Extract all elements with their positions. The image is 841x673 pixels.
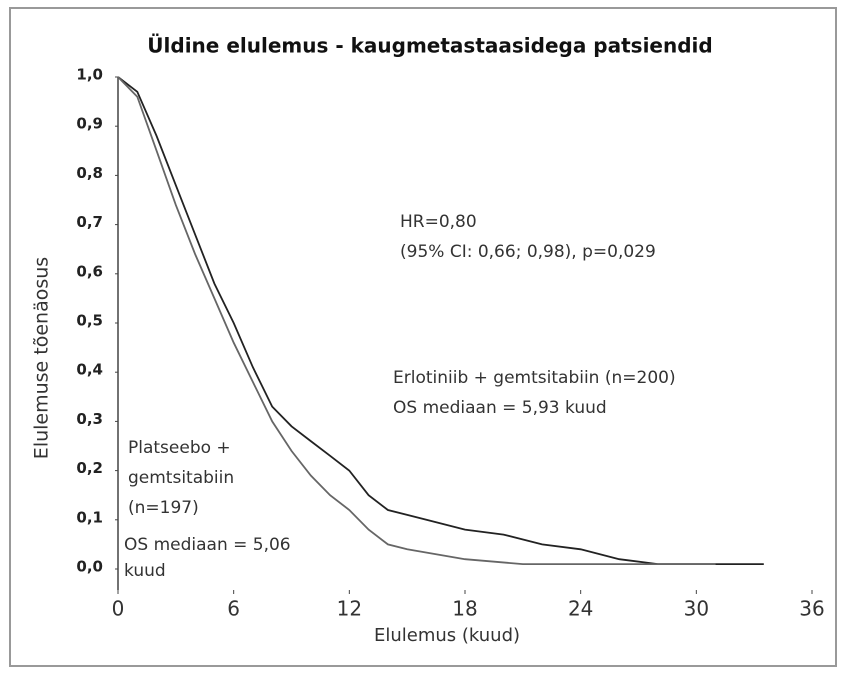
x-tick-label: 18 — [452, 597, 477, 621]
annotation: kuud — [124, 561, 166, 581]
y-tick-label: 0,6 — [76, 262, 103, 280]
annotation: (n=197) — [128, 498, 199, 518]
survival-curve — [117, 76, 764, 565]
y-tick-label: 0,9 — [76, 115, 103, 133]
x-tick-label: 6 — [227, 597, 240, 621]
annotation: (95% CI: 0,66; 0,98), p=0,029 — [400, 242, 656, 262]
annotation: Erlotiniib + gemtsitabiin (n=200) — [393, 368, 676, 388]
annotation: OS mediaan = 5,06 — [124, 535, 291, 555]
x-tick-label: 36 — [799, 597, 824, 621]
y-tick-label: 0,4 — [76, 361, 103, 379]
annotation: gemtsitabiin — [128, 468, 234, 488]
y-tick-label: 0,1 — [76, 508, 103, 526]
y-axis-label: Elulemuse tõenäosus — [31, 257, 53, 459]
x-tick-label: 0 — [112, 597, 125, 621]
annotation: Platseebo + — [128, 438, 231, 458]
y-tick-label: 0,3 — [76, 410, 103, 428]
y-tick-label: 0,2 — [76, 459, 103, 477]
y-tick-label: 0,7 — [76, 213, 103, 231]
y-tick-label: 0,8 — [76, 164, 103, 182]
x-axis-label: Elulemus (kuud) — [374, 625, 520, 646]
y-tick-label: 1,0 — [76, 66, 103, 84]
x-tick-label: 30 — [684, 597, 709, 621]
x-tick-label: 24 — [568, 597, 593, 621]
x-tick-label: 12 — [337, 597, 362, 621]
annotation: OS mediaan = 5,93 kuud — [393, 398, 607, 418]
survival-curve — [117, 76, 716, 565]
chart-title: Üldine elulemus - kaugmetastaasidega pat… — [147, 34, 712, 58]
y-tick-label: 0,0 — [76, 558, 103, 576]
annotation: HR=0,80 — [400, 212, 477, 232]
y-tick-label: 0,5 — [76, 312, 103, 330]
